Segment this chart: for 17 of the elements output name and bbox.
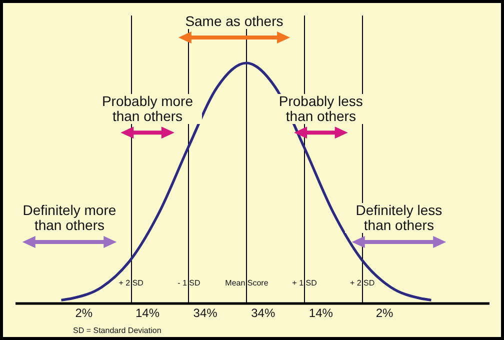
x-tick-label: + 1 SD	[292, 278, 318, 288]
text: 14%	[308, 306, 333, 320]
text: SD = Standard Deviation	[73, 326, 162, 335]
x-tick-label: + 2 SD	[118, 278, 144, 288]
x-tick-label: Mean Score	[225, 278, 269, 288]
annotation: Probably less than others	[266, 92, 375, 124]
text: 34%	[193, 306, 218, 320]
text: 2%	[75, 306, 93, 320]
x-tick-label: + 2 SD	[350, 278, 375, 288]
text: 14%	[135, 306, 160, 320]
text: 2%	[376, 306, 394, 320]
annotation: Probably more than others	[94, 92, 202, 124]
x-tick-label: - 1 SD	[178, 278, 200, 288]
text: 34%	[251, 306, 276, 320]
annotation: Definitely less than others	[344, 202, 453, 234]
text: Same as others	[183, 12, 286, 29]
annotation: Definitely more than others	[15, 202, 124, 234]
